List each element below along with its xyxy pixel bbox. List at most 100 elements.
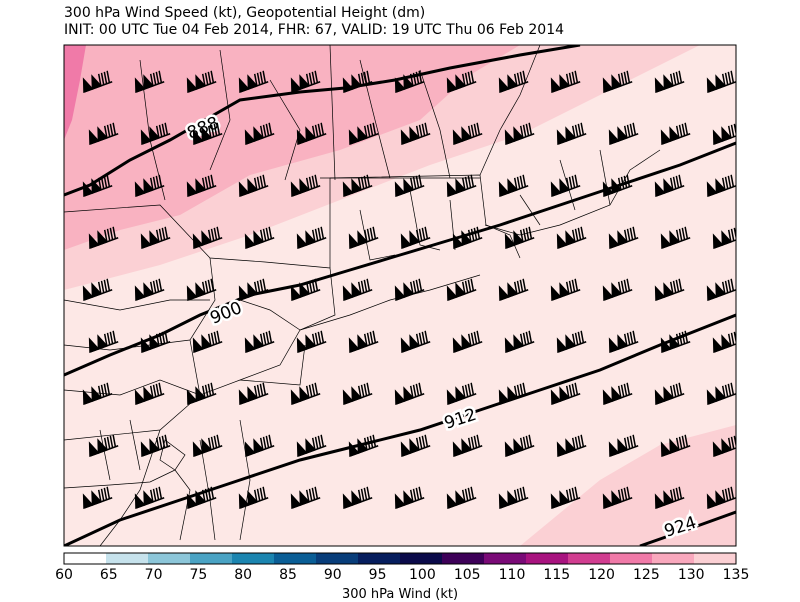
wind-barb-icon [550, 486, 581, 510]
wind-barb-icon [498, 174, 529, 198]
wind-barb-icon [602, 382, 633, 406]
wind-barb-icon [296, 226, 327, 250]
wind-barb-icon [342, 70, 373, 94]
wind-barb-icon [348, 434, 379, 458]
wind-barb-icon [134, 486, 165, 510]
wind-barb-icon [446, 382, 477, 406]
wind-barb-icon [446, 174, 477, 198]
wind-barb-icon [238, 486, 269, 510]
wind-barb-icon [244, 122, 275, 146]
wind-barb-icon [342, 382, 373, 406]
wind-barb-icon [602, 278, 633, 302]
wind-barb-icon [608, 434, 639, 458]
wind-barb-icon [342, 174, 373, 198]
wind-barb-icon [452, 330, 483, 354]
colorbar-tick-label: 80 [234, 567, 253, 583]
wind-barb-icon [290, 486, 321, 510]
colorbar-tick-label: 135 [722, 567, 750, 583]
wind-barb-icon [602, 486, 633, 510]
wind-shade-130-135 [64, 45, 86, 140]
wind-barb-icon [394, 174, 425, 198]
wind-barb-icon [394, 382, 425, 406]
wind-barb-icon [654, 382, 685, 406]
wind-barb-icon [134, 70, 165, 94]
wind-barb-icon [654, 278, 685, 302]
colorbar-tick-label: 100 [409, 567, 436, 583]
wind-barb-icon [140, 122, 171, 146]
wind-barb-icon [504, 226, 535, 250]
colorbar-segment [442, 553, 485, 564]
wind-barb-icon [712, 331, 736, 354]
wind-barb-icon [660, 434, 691, 458]
colorbar-segment [694, 553, 737, 564]
wind-barb-icon [296, 122, 327, 146]
wind-barb-icon [608, 122, 639, 146]
wind-barb-icon [88, 226, 119, 250]
wind-barb-icon [608, 226, 639, 250]
chart-subtitle: INIT: 00 UTC Tue 04 Feb 2014, FHR: 67, V… [64, 22, 565, 38]
colorbar-tick-label: 105 [453, 567, 481, 583]
wind-barb-icon [290, 174, 321, 198]
wind-barbs [82, 70, 736, 510]
wind-barb-icon [82, 70, 113, 94]
wind-barb-icon [400, 330, 431, 354]
wind-barb-icon [706, 70, 736, 94]
wind-barb-icon [654, 486, 685, 510]
wind-barb-icon [660, 122, 691, 146]
wind-barb-icon [452, 122, 483, 146]
colorbar-segment [526, 553, 569, 564]
colorbar-segment [64, 553, 107, 564]
wind-barb-icon [88, 122, 119, 146]
wind-barb-icon [244, 434, 275, 458]
colorbar-tick-label: 70 [144, 567, 163, 583]
wind-barb-icon [88, 434, 119, 458]
wind-barb-icon [654, 174, 685, 198]
wind-barb-icon [192, 330, 223, 354]
wind-barb-icon [498, 278, 529, 302]
wind-barb-icon [140, 330, 171, 354]
wind-barb-icon [192, 226, 223, 250]
wind-barb-icon [446, 70, 477, 94]
wind-barb-icon [550, 70, 581, 94]
wind-barb-icon [504, 122, 535, 146]
colorbar-segment [652, 553, 695, 564]
wind-barb-icon [394, 278, 425, 302]
colorbar [64, 553, 737, 564]
wind-barb-icon [660, 226, 691, 250]
wind-barb-icon [348, 122, 379, 146]
colorbar-segment [358, 553, 401, 564]
wind-barb-icon [192, 434, 223, 458]
wind-barb-icon [134, 278, 165, 302]
chart-title: 300 hPa Wind Speed (kt), Geopotential He… [64, 5, 426, 21]
wind-barb-icon [342, 486, 373, 510]
wind-barb-icon [140, 226, 171, 250]
wind-barb-icon [296, 330, 327, 354]
wind-barb-icon [88, 330, 119, 354]
wind-barb-icon [498, 382, 529, 406]
colorbar-segment [148, 553, 191, 564]
height-contours [64, 45, 736, 546]
colorbar-tick-label: 85 [279, 567, 297, 583]
wind-barb-icon [550, 278, 581, 302]
map-area: 888 900 912 924 [64, 45, 736, 546]
wind-barb-icon [296, 434, 327, 458]
wind-barb-icon [706, 174, 736, 198]
colorbar-segment [610, 553, 653, 564]
wind-barb-icon [134, 174, 165, 198]
colorbar-frame [63, 552, 737, 565]
wind-barb-icon [82, 382, 113, 406]
colorbar-tick-label: 130 [677, 567, 705, 583]
wind-barb-icon [290, 70, 321, 94]
wind-barb-icon [660, 330, 691, 354]
wind-barb-icon [342, 278, 373, 302]
wind-barb-icon [452, 226, 483, 250]
wind-barb-icon [186, 174, 217, 198]
wind-barb-icon [706, 382, 736, 406]
wind-barb-icon [608, 330, 639, 354]
wind-barb-icon [498, 70, 529, 94]
colorbar-segment [274, 553, 317, 564]
wind-barb-icon [712, 227, 736, 250]
colorbar-segment [106, 553, 149, 564]
colorbar-tick-label: 120 [588, 567, 615, 583]
wind-barb-icon [238, 278, 269, 302]
